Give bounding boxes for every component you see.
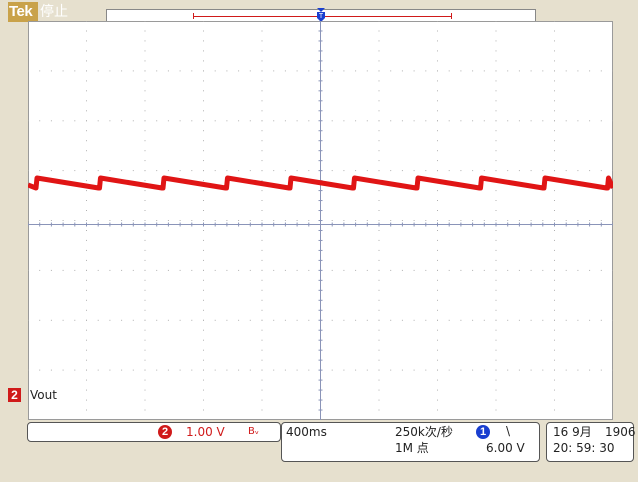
ch2-waveform-trace	[28, 175, 613, 191]
brand-logo-bg	[8, 2, 38, 22]
record-length: 1M 点	[395, 441, 429, 455]
sample-rate: 250k次/秒	[395, 425, 453, 439]
ch2-badge: 2	[158, 425, 172, 439]
acquisition-state: 停止	[40, 4, 68, 20]
falling-edge-icon: \	[506, 424, 511, 438]
year: 1906	[605, 425, 636, 439]
ch2-scale: 1.00 V	[186, 425, 225, 439]
timebase-scale: 400ms	[286, 425, 327, 439]
time: 20: 59: 30	[553, 441, 615, 455]
graticule-gridlines	[28, 21, 613, 411]
ch2-label: Vout	[30, 388, 57, 402]
timebase-trigger-readout-box[interactable]	[281, 422, 540, 462]
trigger-source-badge: 1	[476, 425, 490, 439]
datetime-box	[546, 422, 634, 462]
ch2-readout-box[interactable]	[27, 422, 281, 442]
waveform-graticule[interactable]	[28, 21, 613, 420]
ch2-ground-marker[interactable]: 2	[8, 388, 21, 402]
trigger-level: 6.00 V	[486, 441, 525, 455]
trigger-position-marker-icon[interactable]: T	[314, 4, 328, 22]
svg-text:T: T	[319, 13, 324, 20]
date: 16 9月	[553, 425, 592, 439]
ch2-bandwidth-icon: Bᵥ	[248, 426, 260, 437]
graticule-center-axes	[28, 21, 613, 420]
brand-logo: Tek	[9, 3, 33, 20]
